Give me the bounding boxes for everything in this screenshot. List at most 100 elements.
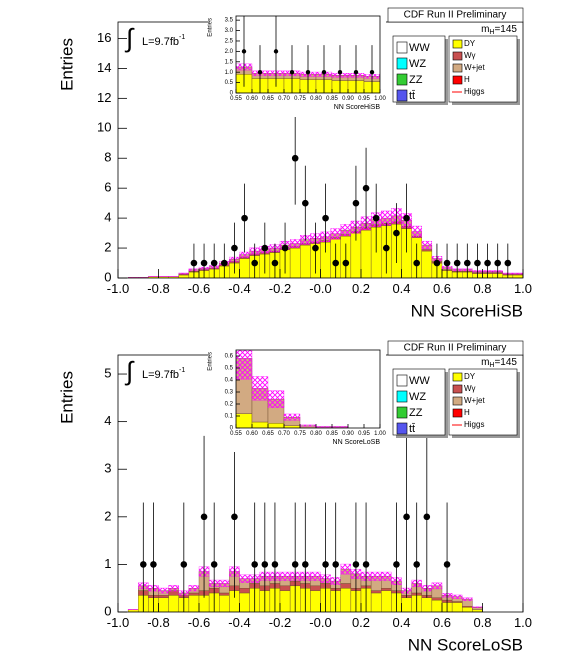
data-point [383,244,390,252]
header-box [387,340,524,356]
histogram-bar [239,592,250,612]
data-point [150,561,157,568]
uncertainty-band [330,228,341,240]
data-point [281,244,289,252]
x-tick-label: -1.0 [107,281,129,296]
x-tick-label: -0.6 [188,281,210,296]
legend-swatch [396,390,408,403]
lumi-exponent: -1 [179,367,185,374]
chart-title: CDF Run II Preliminary [404,343,507,354]
panel: 0.55 0.60 0.65 0.70 0.75 0.80 0.85 0.90 0.95 1.00… [208,346,386,452]
lumi-exponent: -1 [179,34,185,41]
legend-swatch [452,39,463,49]
histogram-bar [188,595,200,612]
x-tick-label: 0.80 [310,431,322,437]
panel: -1.0 -0.8 -0.6 -0.4 -0.2 -0.0 0.2 0.4 0.6 0.8 1.00… [57,7,532,320]
legend-label: W+jet [464,396,485,405]
y-tick-label: 2 [104,508,111,523]
data-point [180,561,188,568]
data-point [312,244,319,252]
uncertainty-band [168,585,179,592]
y-tick-label: 16 [97,30,111,45]
legend-label: Higgs [464,420,484,429]
uncertainty-band [239,574,250,583]
x-tick-label: 0.65 [262,96,274,102]
legend-swatch [396,41,408,54]
plot-area [127,435,483,612]
data-point [210,259,218,267]
y-tick-label: 3.5 [225,18,234,24]
data-point [413,561,420,568]
x-tick-label: 0.55 [230,431,242,437]
histogram-bar [310,585,321,591]
histogram-bar [381,590,392,612]
plot-frame [235,15,381,94]
y-axis-title: Entries [57,371,76,424]
uncertainty-band [251,376,269,401]
data-point [190,259,198,267]
x-tick-label: 0.60 [246,431,258,437]
x-tick-label: 0.4 [392,615,410,630]
x-axis-title: NN ScoreLoSB [408,635,523,654]
histogram-bar [198,595,210,612]
legend-swatch [452,75,463,85]
uncertainty-band [310,571,321,581]
x-tick-label: 0.95 [358,96,370,102]
mass-sub: H [489,362,494,369]
y-tick-label: 8 [104,150,111,165]
data-point [273,49,279,54]
mass-m: m [481,24,489,35]
histogram-bar [300,244,311,278]
mass-value: =145 [494,24,517,35]
x-axis-title: NN ScoreHiSB [334,104,381,111]
histogram-bar [279,585,291,591]
legend-swatch [396,406,408,419]
legend-label: DY [464,372,476,381]
x-tick-label: 1.00 [374,431,386,437]
histogram-bar [381,588,392,591]
histogram-bar [421,597,433,612]
y-tick-label: 2.0 [225,49,234,55]
uncertainty-band [512,272,523,275]
histogram-bar [219,595,230,612]
data-point [261,244,269,252]
mass-label: mH=145 [481,24,517,36]
data-point [393,229,400,237]
data-point [305,69,311,75]
x-tick-label: 0.70 [278,96,290,102]
uncertainty-band [421,240,433,250]
x-tick-label: 0.60 [246,96,258,102]
y-tick-label: 0.4 [225,378,234,384]
data-point [504,259,512,267]
data-point [352,199,360,207]
y-tick-label: 0 [230,426,234,432]
y-tick-label: 2 [104,239,111,254]
data-point [200,513,208,521]
legend-swatch [452,408,463,418]
data-point [257,69,263,75]
histogram-bar [421,250,433,278]
histogram-bar [279,590,291,612]
uncertainty-band [451,594,463,599]
data-point [352,561,360,568]
data-point [353,69,359,75]
legend-swatch [452,51,463,61]
y-tick-label: 6 [104,180,111,195]
y-tick-label: 3 [104,461,111,476]
uncertainty-band [127,609,139,611]
histogram-bar [462,607,473,612]
legend-label: DY [464,39,476,48]
legend-label: tt̄ [409,423,415,435]
data-point [332,561,339,568]
mass-sub: H [489,29,494,36]
y-tick-label: 0.5 [225,366,234,372]
data-point [291,154,299,162]
legend-label: Wγ [464,384,476,393]
x-tick-label: 1.00 [374,96,386,102]
mass-label: mH=145 [481,357,517,369]
x-tick-label: 0.6 [433,615,451,630]
x-tick-label: 0.85 [326,96,338,102]
histogram-bar [239,258,250,278]
lumi-label: L=9.7fb-1 [142,34,185,48]
legend-label: tt̄ [409,90,415,102]
